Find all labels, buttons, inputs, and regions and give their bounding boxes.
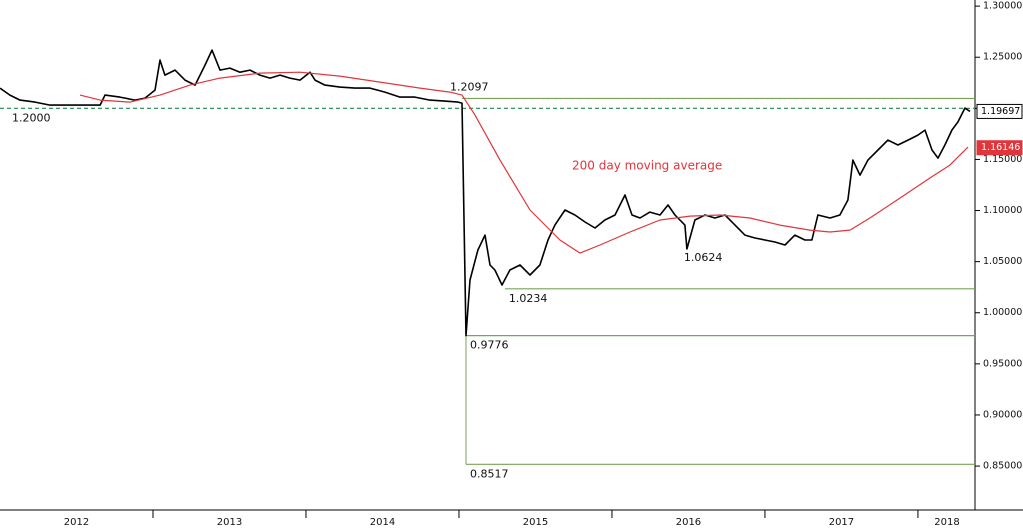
y-tick-label: 1.30000 (983, 1, 1022, 12)
y-tick-label: 0.95000 (983, 358, 1022, 369)
y-tick-label: 1.00000 (983, 307, 1022, 318)
x-tick-label: 2018 (934, 517, 959, 528)
last-value-label: 1.16146 (981, 142, 1020, 153)
annotation: 1.0624 (684, 251, 723, 264)
x-tick-label: 2013 (217, 517, 242, 528)
series-line (79, 71, 969, 254)
y-tick-label: 0.90000 (983, 409, 1022, 420)
level-label: 1.0234 (509, 292, 548, 305)
series-line (0, 49, 971, 337)
y-tick-label: 1.15000 (983, 154, 1022, 165)
last-value-box (976, 140, 1023, 156)
level-label: 1.2097 (450, 80, 489, 93)
y-tick-label: 1.05000 (983, 256, 1022, 267)
last-value-box (976, 103, 1023, 119)
level-label: 0.8517 (470, 467, 509, 480)
ma-label: 200 day moving average (572, 159, 722, 173)
level-label: 1.2000 (12, 111, 51, 124)
level-label: 0.9776 (470, 339, 509, 352)
last-value-label: 1.19697 (981, 106, 1020, 117)
x-tick-label: 2012 (64, 517, 89, 528)
x-tick-label: 2015 (523, 517, 548, 528)
x-tick-label: 2017 (829, 517, 854, 528)
y-tick-label: 1.10000 (983, 205, 1022, 216)
y-tick-label: 1.25000 (983, 52, 1022, 63)
x-tick-label: 2016 (676, 517, 701, 528)
x-tick-label: 2014 (370, 517, 395, 528)
y-tick-label: 0.85000 (983, 461, 1022, 472)
